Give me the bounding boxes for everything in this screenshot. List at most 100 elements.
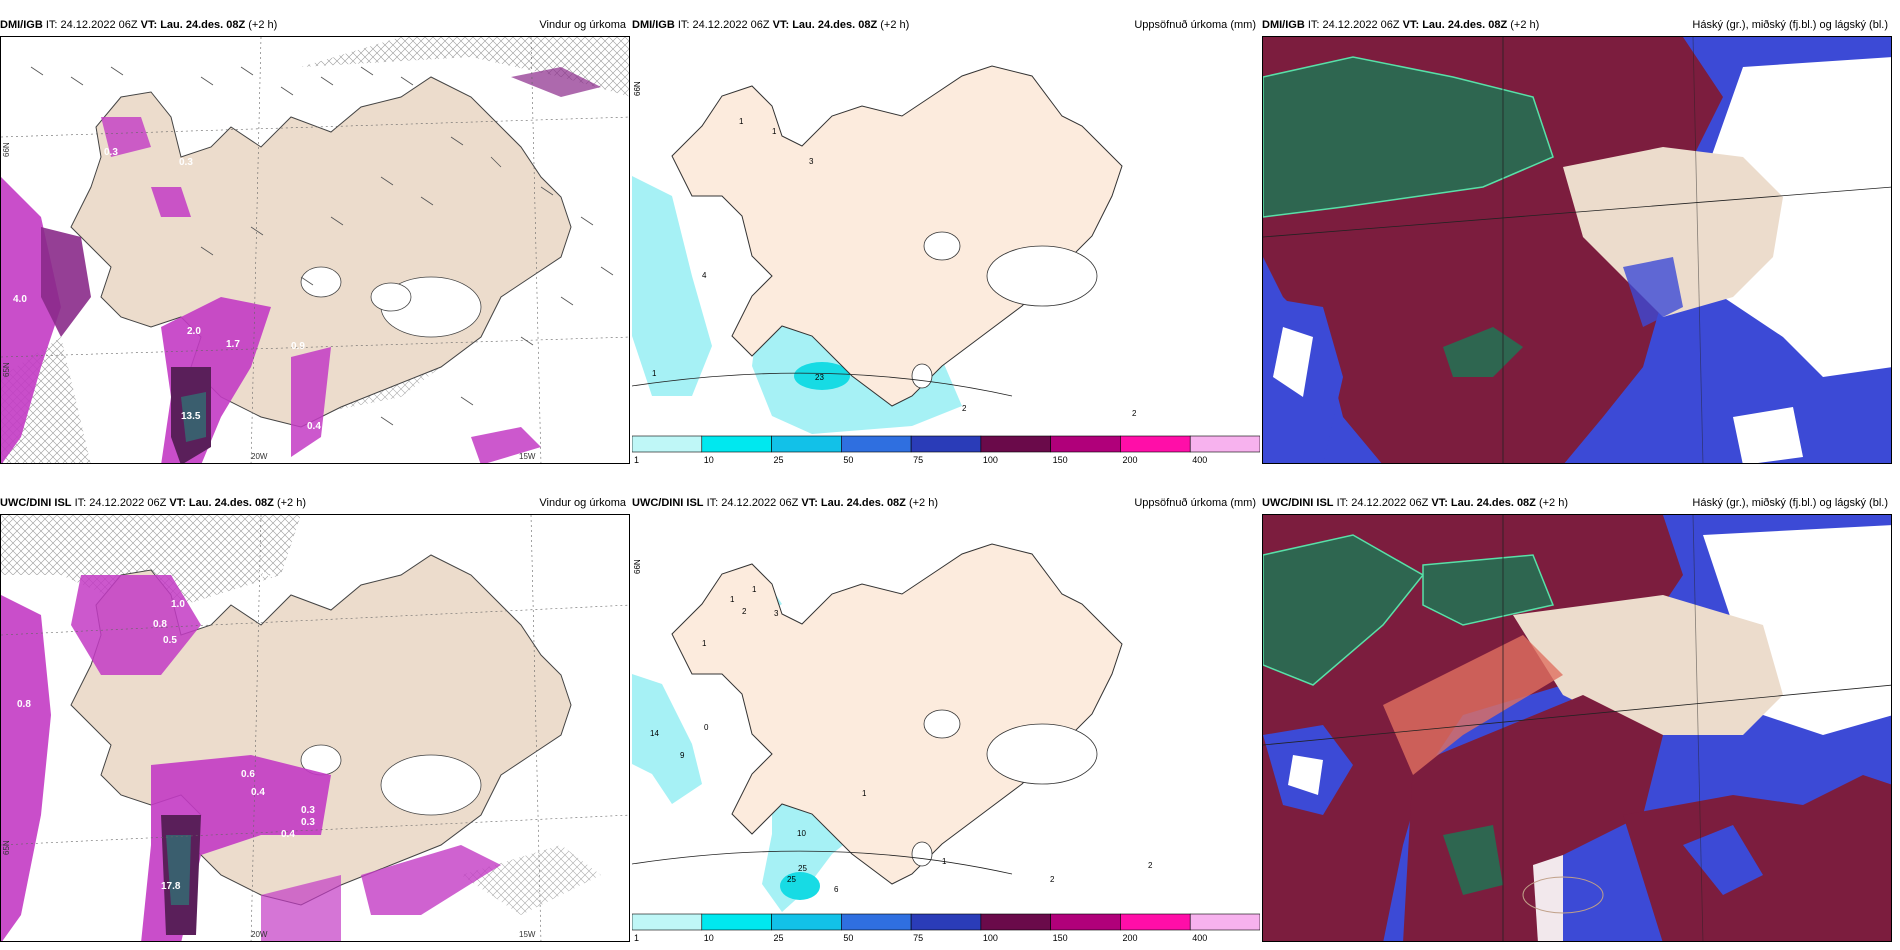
lat-label: 65N (2, 362, 11, 377)
precip-value-label: 2 (1132, 409, 1137, 418)
map-frame: 1 2 3 1 1 14 9 0 1 10 25 25 6 2 2 1 66N (632, 514, 1260, 942)
wind-value-label: 0.9 (291, 341, 305, 352)
wind-value-label: 0.5 (163, 635, 177, 646)
precip-value-label: 1 (752, 585, 757, 594)
precip-value-label: 2 (962, 404, 967, 413)
precip-value-label: 23 (815, 373, 824, 382)
wind-value-label: 4.0 (69, 329, 83, 340)
colorbar-tick-label: 10 (704, 933, 714, 943)
colorbar: 1 10 25 50 75 100 150 200 400 (632, 912, 1260, 944)
lead-time: (+2 h) (880, 19, 910, 31)
precip-value-label: 2 (1148, 861, 1153, 870)
wind-value-label: 3.2 (201, 899, 215, 910)
wind-value-label: 0.6 (241, 769, 255, 780)
panel-title: DMI/IGB IT: 24.12.2022 06Z VT: Lau. 24.d… (632, 16, 1260, 34)
colorbar-tick-label: 200 (1122, 455, 1137, 465)
valid-time: VT: Lau. 24.des. 08Z (140, 19, 246, 31)
init-time: IT: 24.12.2022 06Z (1336, 497, 1429, 509)
colorbar-swatch (1050, 435, 1121, 453)
model-name: UWC/DINI ISL (632, 497, 704, 509)
panel-precip-top: DMI/IGB IT: 24.12.2022 06Z VT: Lau. 24.d… (632, 19, 1260, 466)
lon-label: 20W (251, 452, 268, 461)
map-frame: 0.3 1.0 0.5 0.8 0.2 0.8 0.6 0.4 0.3 0.4 … (0, 514, 630, 942)
precip-value-label: 1 (862, 789, 867, 798)
precip-value-label: 1 (652, 369, 657, 378)
colorbar-swatch (841, 913, 912, 931)
precip-value-label: 3 (809, 157, 814, 166)
colorbar-swatch (841, 435, 912, 453)
model-name: DMI/IGB (632, 19, 675, 31)
precip-value-label: 14 (650, 729, 659, 738)
panel-title: UWC/DINI ISL IT: 24.12.2022 06Z VT: Lau.… (1262, 494, 1892, 512)
valid-time: VT: Lau. 24.des. 08Z (169, 497, 274, 509)
precip-value-label: 10 (797, 829, 806, 838)
precip-value-label: 6 (834, 885, 839, 894)
colorbar-swatch (1189, 913, 1260, 931)
lat-label: 66N (633, 559, 642, 574)
lon-label: 20W (251, 930, 268, 939)
valid-time: VT: Lau. 24.des. 08Z (1402, 19, 1508, 31)
map-frame: 1 1 3 4 1 23 2 2 66N (632, 36, 1260, 464)
map-frame (1262, 36, 1892, 464)
colorbar-tick-label: 1 (634, 455, 639, 465)
panel-title: DMI/IGB IT: 24.12.2022 06Z VT: Lau. 24.d… (0, 16, 630, 34)
cloud-map (1263, 515, 1891, 941)
lead-time: (+2 h) (1538, 497, 1569, 509)
precip-value-label: 1 (702, 639, 707, 648)
wind-value-label: 0.4 (281, 829, 295, 840)
model-name: UWC/DINI ISL (0, 497, 72, 509)
model-name: DMI/IGB (0, 19, 43, 31)
cloud-map (1263, 37, 1891, 463)
panel-wind-bottom: UWC/DINI ISL IT: 24.12.2022 06Z VT: Lau.… (0, 497, 630, 942)
precip-map: 1 2 3 1 1 14 9 0 1 10 25 25 6 2 2 1 66N (632, 514, 1260, 912)
precip-value-label: 1 (739, 117, 744, 126)
init-time: IT: 24.12.2022 06Z (677, 19, 770, 31)
field-name: Uppsöfnuð úrkoma (mm) (1134, 19, 1256, 31)
wind-value-label: 0.4 (307, 421, 321, 432)
lat-label: 66N (633, 81, 642, 96)
field-name: Uppsöfnuð úrkoma (mm) (1134, 497, 1256, 509)
lat-label: 65N (2, 840, 11, 855)
valid-time: VT: Lau. 24.des. 08Z (801, 497, 906, 509)
colorbar-swatch (701, 913, 772, 931)
lon-label: 15W (519, 452, 536, 461)
wind-value-label: 0.8 (153, 619, 167, 630)
precip-value-label: 25 (787, 875, 796, 884)
colorbar-tick-label: 25 (774, 455, 784, 465)
wind-value-label: 0.6 (227, 919, 241, 930)
iceland-land (671, 65, 1123, 407)
wind-value-label: 0.3 (179, 157, 193, 168)
lead-time: (+2 h) (908, 497, 939, 509)
precip-value-label: 4 (702, 271, 707, 280)
wind-value-label: 0.3 (301, 817, 315, 828)
panel-title: UWC/DINI ISL IT: 24.12.2022 06Z VT: Lau.… (632, 494, 1260, 512)
colorbar-swatch (771, 913, 842, 931)
wind-map: 0.3 1.0 0.5 0.8 0.2 0.8 0.6 0.4 0.3 0.4 … (1, 515, 629, 941)
panel-precip-bottom: UWC/DINI ISL IT: 24.12.2022 06Z VT: Lau.… (632, 497, 1260, 944)
wind-value-label: 4.0 (13, 294, 27, 305)
wind-value-label: 0.3 (104, 147, 118, 158)
panel-clouds-bottom: UWC/DINI ISL IT: 24.12.2022 06Z VT: Lau.… (1262, 497, 1892, 942)
colorbar-swatch (910, 435, 982, 453)
colorbar-tick-label: 100 (983, 933, 998, 943)
field-name: Vindur og úrkoma (539, 497, 626, 509)
colorbar-swatch (632, 435, 703, 453)
lead-time: (+2 h) (1510, 19, 1540, 31)
wind-value-label: 17.8 (161, 881, 181, 892)
map-frame: 0.3 0.3 4.0 4.0 2.0 1.7 0.9 13.5 0.4 20W… (0, 36, 630, 464)
panel-title: UWC/DINI ISL IT: 24.12.2022 06Z VT: Lau.… (0, 494, 630, 512)
precip-value-label: 2 (742, 607, 747, 616)
init-time: IT: 24.12.2022 06Z (706, 497, 799, 509)
colorbar: 1 10 25 50 75 100 150 200 400 (632, 434, 1260, 466)
colorbar-tick-label: 200 (1122, 933, 1137, 943)
colorbar-swatch (980, 913, 1051, 931)
precip-value-label: 1 (772, 127, 777, 136)
lead-time: (+2 h) (248, 19, 278, 31)
colorbar-tick-label: 10 (704, 455, 714, 465)
colorbar-svg: 1 10 25 50 75 100 150 200 400 (632, 435, 1260, 465)
wind-value-label: 0.3 (301, 805, 315, 816)
wind-value-label: 0.4 (251, 787, 265, 798)
field-name: Háský (gr.), miðský (fj.bl.) og lágský (… (1692, 497, 1888, 509)
init-time: IT: 24.12.2022 06Z (45, 19, 138, 31)
init-time: IT: 24.12.2022 06Z (74, 497, 167, 509)
